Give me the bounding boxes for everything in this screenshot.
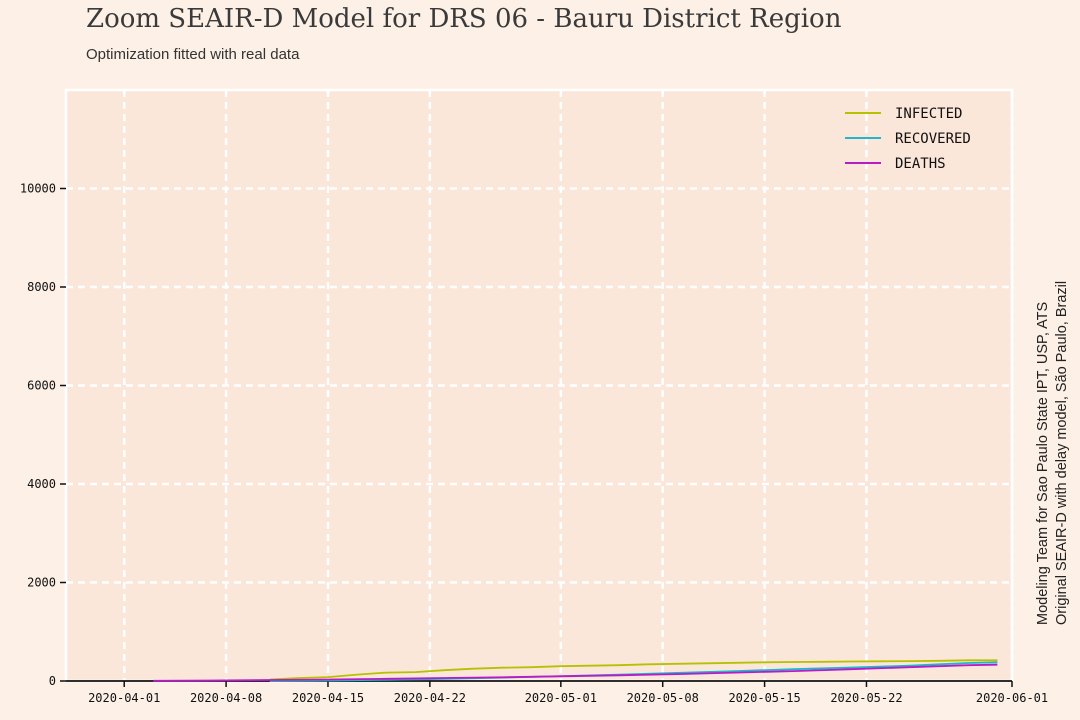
y-tick-label: 4000: [27, 477, 56, 491]
y-tick-label: 6000: [27, 379, 56, 393]
series-line-infected: [269, 659, 998, 681]
x-tick-label: 2020-04-22: [394, 691, 466, 705]
x-tick-label: 2020-06-01: [976, 691, 1048, 705]
y-tick-label: 8000: [27, 280, 56, 294]
x-tick-label: 2020-05-15: [728, 691, 800, 705]
x-tick-label: 2020-04-15: [292, 691, 364, 705]
legend-label-infected: INFECTED: [895, 106, 962, 122]
y-tick-label: 0: [49, 674, 56, 688]
legend-label-recovered: RECOVERED: [895, 131, 971, 147]
x-tick-label: 2020-04-01: [88, 691, 160, 705]
chart-subtitle: Optimization fitted with real data: [86, 46, 300, 63]
series-line-recovered: [269, 661, 998, 682]
chart-title: Zoom SEAIR-D Model for DRS 06 - Bauru Di…: [86, 4, 842, 34]
legend-label-deaths: DEATHS: [895, 156, 946, 172]
x-tick-label: 2020-04-08: [190, 691, 262, 705]
y-tick-label: 2000: [27, 576, 56, 590]
y-tick-label: 10000: [20, 182, 56, 196]
x-tick-label: 2020-05-22: [830, 691, 902, 705]
x-tick-label: 2020-05-08: [627, 691, 699, 705]
series-line-deaths: [153, 663, 998, 682]
x-tick-label: 2020-05-01: [525, 691, 597, 705]
